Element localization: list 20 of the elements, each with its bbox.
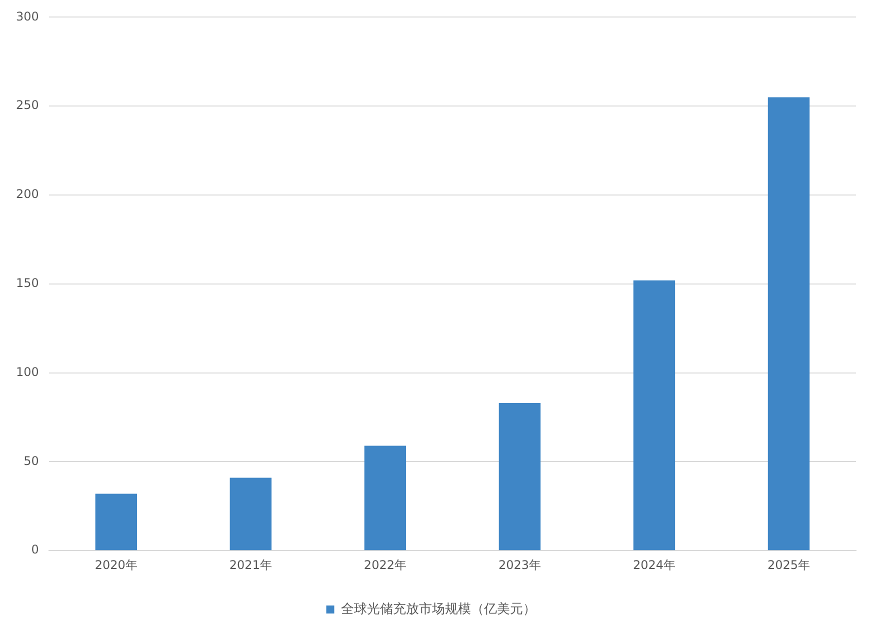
bar [768, 97, 810, 550]
x-tick-label: 2021年 [229, 558, 272, 572]
legend-label: 全球光储充放市场规模（亿美元） [340, 600, 536, 617]
y-tick-label: 300 [16, 9, 39, 24]
x-tick-label: 2022年 [364, 558, 406, 572]
x-tick-label: 2025年 [767, 558, 810, 572]
bar [364, 446, 406, 550]
y-tick-label: 100 [16, 364, 39, 379]
x-tick-label: 2023年 [498, 558, 541, 572]
y-tick-label: 250 [16, 98, 39, 112]
bar [95, 494, 138, 550]
y-tick-label: 0 [31, 542, 39, 557]
bar [633, 280, 676, 550]
bar [230, 478, 272, 550]
y-tick-label: 200 [16, 187, 39, 202]
x-tick-label: 2024年 [632, 558, 676, 572]
bar [498, 403, 541, 550]
x-tick-label: 2020年 [94, 558, 138, 572]
y-tick-label: 150 [16, 276, 39, 290]
y-tick-label: 50 [24, 454, 39, 468]
